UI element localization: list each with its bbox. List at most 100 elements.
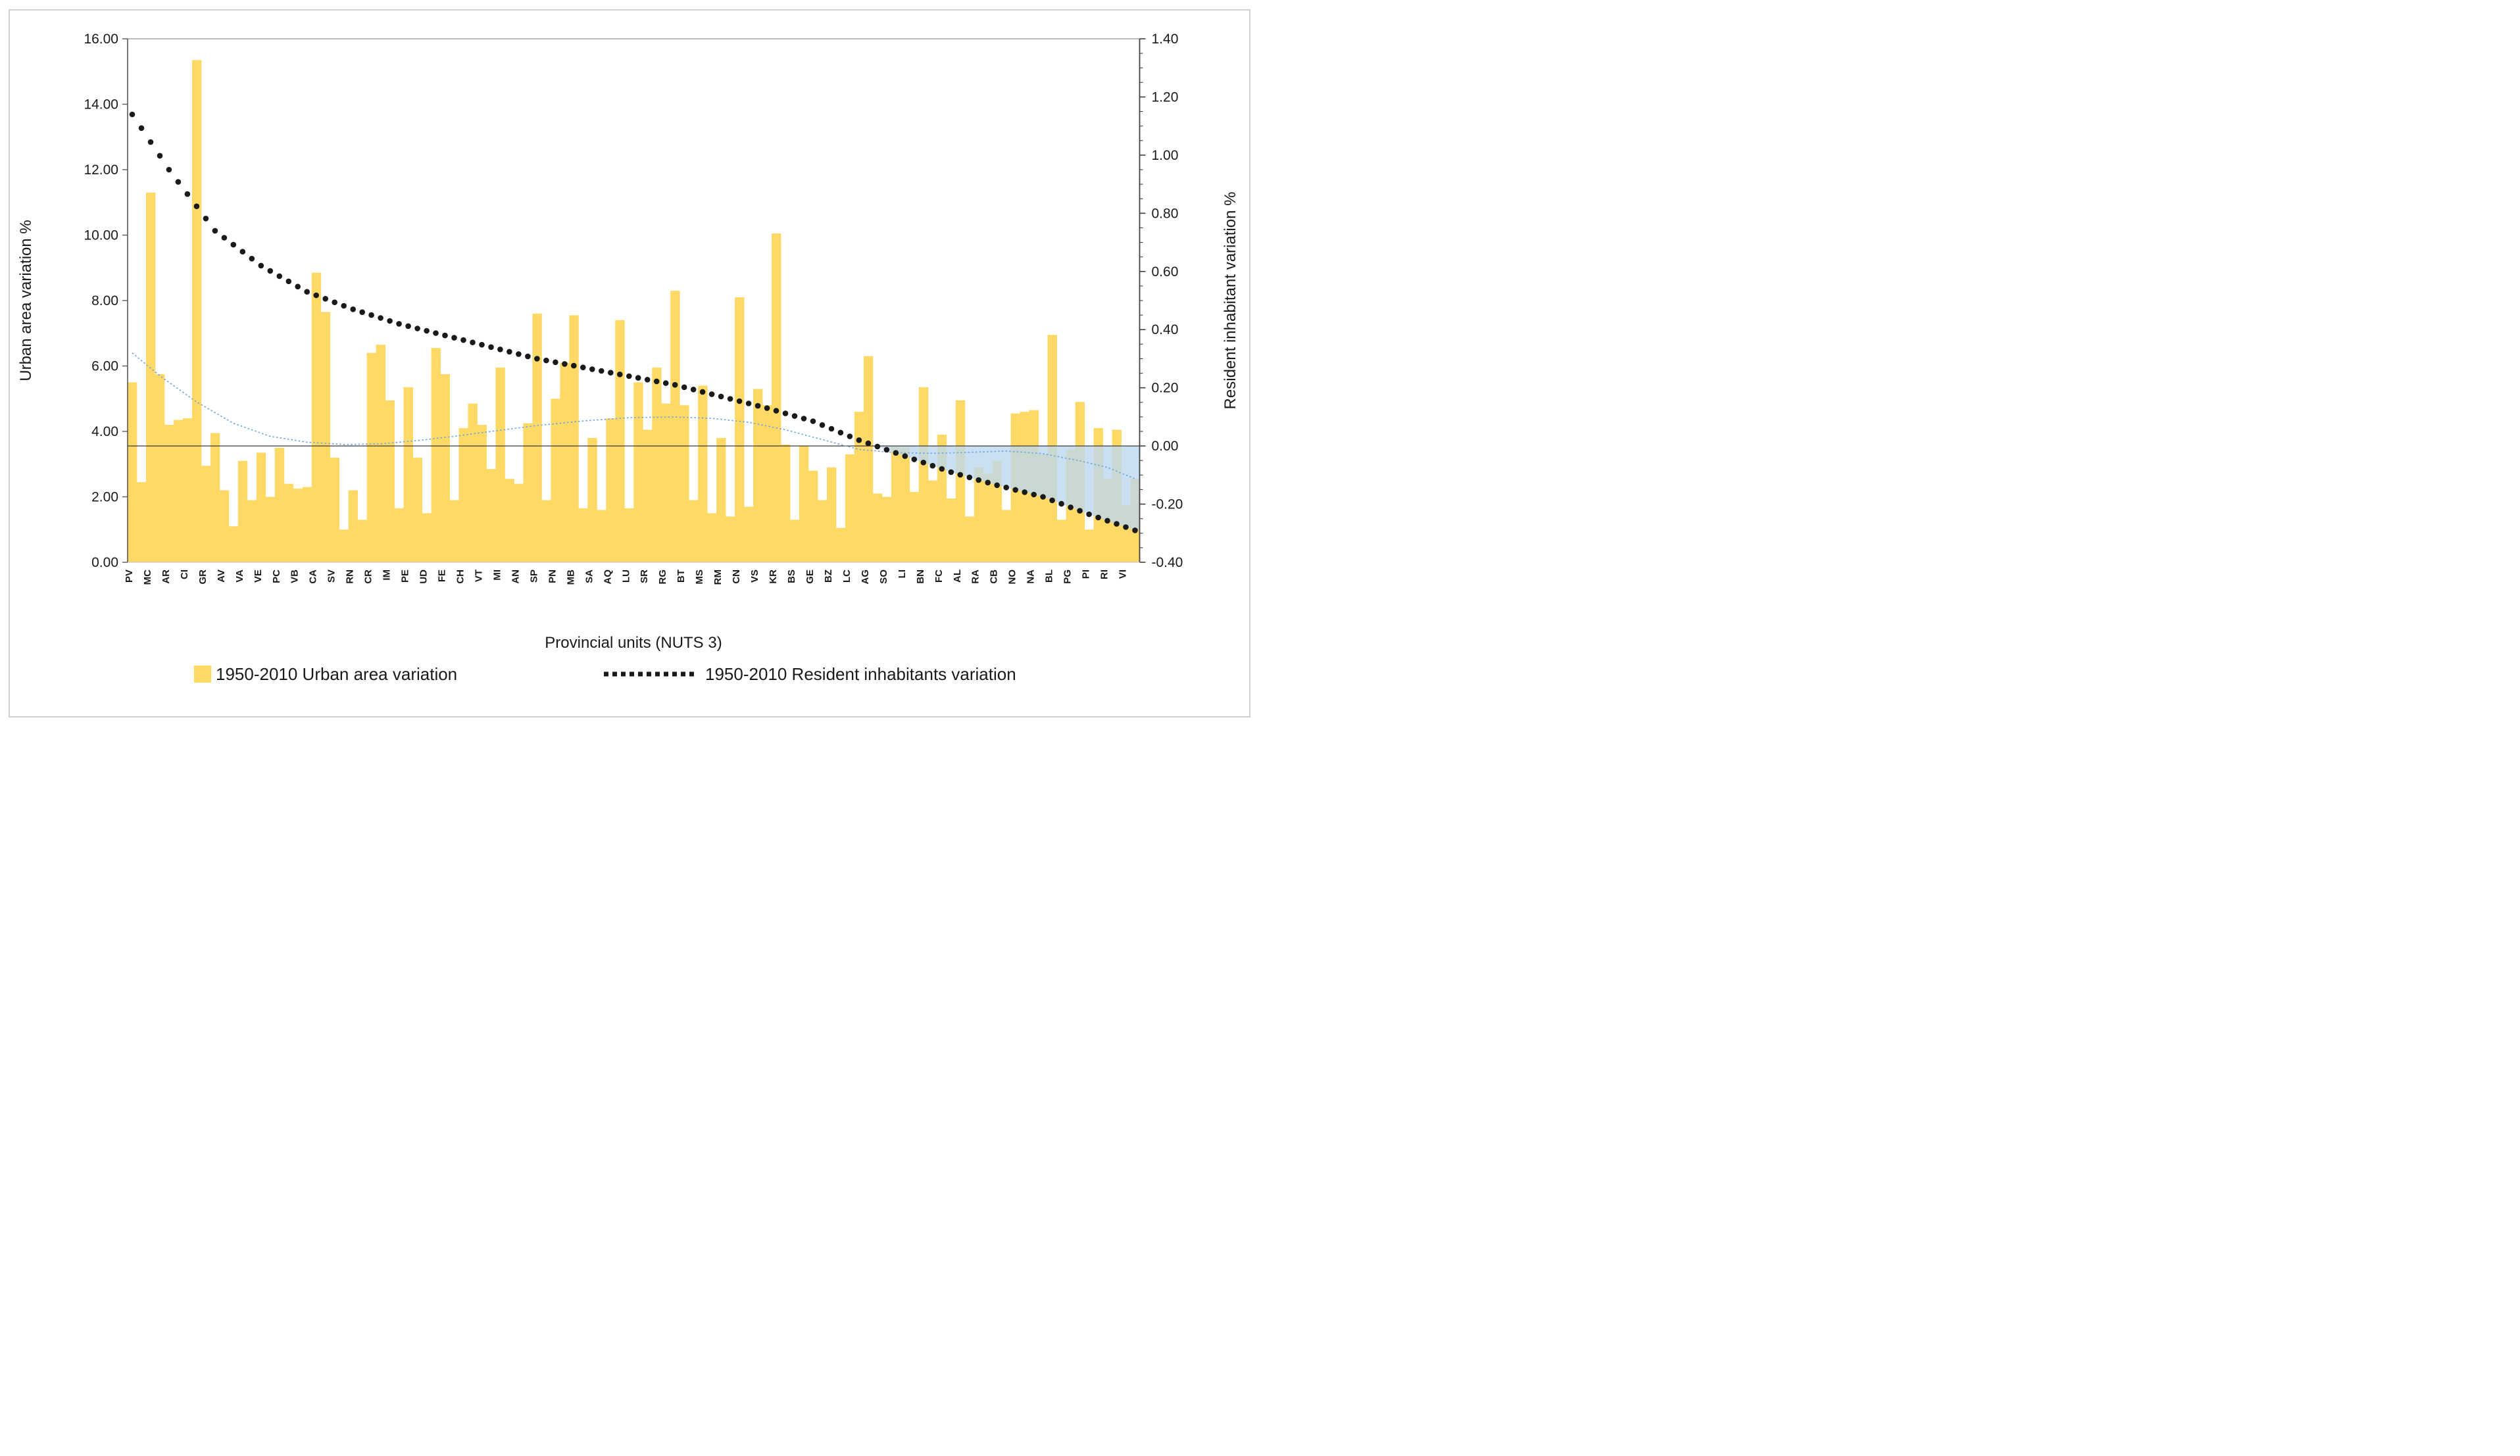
bar [679, 405, 689, 562]
resident-dot [350, 306, 356, 312]
x-category-label: MS [694, 570, 705, 585]
resident-dot [470, 339, 476, 345]
right-axis-tick-label: 0.40 [1152, 322, 1179, 337]
bar [587, 437, 597, 562]
bar [863, 356, 874, 562]
x-category-label: LI [897, 570, 908, 578]
bar [182, 418, 193, 562]
resident-dot [1031, 491, 1037, 498]
x-category-label: CB [989, 570, 1000, 584]
bar [762, 405, 772, 562]
resident-dot [929, 462, 936, 469]
bar [744, 506, 754, 562]
bar [845, 454, 855, 562]
x-category-label: AG [860, 570, 871, 585]
bar [753, 389, 763, 562]
left-axis-tick-label: 10.00 [84, 228, 118, 243]
bar [955, 400, 966, 562]
resident-dot [387, 318, 393, 324]
bar [357, 520, 368, 562]
right-axis-tick-label: 1.40 [1152, 32, 1179, 47]
bar [348, 490, 358, 562]
bar [449, 500, 459, 562]
resident-dot [883, 447, 890, 453]
resident-dot [810, 418, 816, 424]
resident-dot [865, 440, 872, 447]
bar [385, 400, 395, 562]
bar [247, 500, 257, 562]
resident-dot [479, 341, 485, 348]
right-axis-tick-label: 1.00 [1152, 148, 1179, 163]
resident-dot [764, 405, 770, 411]
bar [256, 452, 266, 562]
resident-dot [617, 372, 623, 377]
bar [1084, 529, 1094, 562]
left-axis-tick-label: 6.00 [91, 359, 118, 374]
x-axis-title: Provincial units (NUTS 3) [545, 634, 722, 652]
bar [394, 508, 404, 562]
resident-dot [893, 450, 899, 456]
bar [881, 497, 892, 562]
resident-dot [249, 256, 255, 262]
resident-dot [543, 357, 549, 364]
bar [900, 447, 910, 563]
bar [597, 510, 606, 562]
bar [440, 374, 450, 562]
x-category-label: AN [510, 570, 521, 584]
resident-dot [1095, 514, 1101, 521]
x-category-label: BS [786, 570, 797, 583]
resident-dot [212, 228, 218, 234]
bar [817, 500, 828, 562]
left-axis-tick-label: 12.00 [84, 162, 118, 178]
resident-dot [322, 296, 329, 302]
bar [698, 385, 708, 562]
x-category-label: BN [915, 570, 926, 584]
bar [514, 483, 524, 562]
bar [918, 387, 929, 562]
x-category-label: VS [749, 570, 760, 583]
resident-dot [801, 416, 807, 422]
bar [826, 467, 837, 562]
resident-dot [396, 321, 402, 327]
bar [872, 493, 883, 562]
resident-dot [313, 292, 320, 299]
resident-dot [856, 437, 862, 443]
resident-dot [920, 460, 927, 466]
x-category-label: SA [583, 570, 595, 583]
bar [191, 60, 202, 563]
bar [458, 428, 468, 562]
resident-dot [1077, 508, 1083, 514]
bar [560, 362, 570, 562]
bar [366, 352, 377, 562]
x-category-label: CN [731, 570, 742, 584]
resident-dot [690, 387, 697, 393]
bar [468, 403, 478, 562]
resident-dot [368, 312, 374, 318]
resident-dot [1040, 494, 1046, 500]
bar [320, 312, 331, 562]
resident-dot [488, 344, 494, 351]
bar [551, 399, 560, 562]
resident-dot [985, 479, 991, 486]
resident-dot [534, 356, 540, 362]
dual-axis-bar-line-chart: 0.00 2.00 4.00 6.00 8.00 10.00 12.00 14.00 16.00… [9, 9, 1250, 717]
resident-dot [736, 398, 743, 404]
x-category-label: PG [1062, 570, 1074, 584]
bar [670, 291, 680, 562]
legend: 1950-2010 Urban area variation 1950-2010… [194, 664, 1016, 684]
bar [1056, 520, 1067, 562]
resident-dot [626, 373, 632, 379]
resident-dot [939, 466, 945, 472]
resident-dot [672, 381, 678, 388]
x-category-label: VE [253, 570, 264, 583]
bar [854, 412, 864, 562]
bar [974, 467, 984, 562]
resident-dot [341, 303, 347, 309]
resident-dot [424, 328, 430, 334]
left-axis-tick-label: 8.00 [91, 293, 118, 308]
resident-dot [414, 326, 420, 331]
left-axis-tick-label: 0.00 [91, 555, 118, 570]
resident-dot [608, 370, 614, 376]
axis-ticks-and-labels: 0.00 2.00 4.00 6.00 8.00 10.00 12.00 14.00 16.00… [84, 32, 1183, 585]
x-category-label: RN [345, 570, 356, 584]
